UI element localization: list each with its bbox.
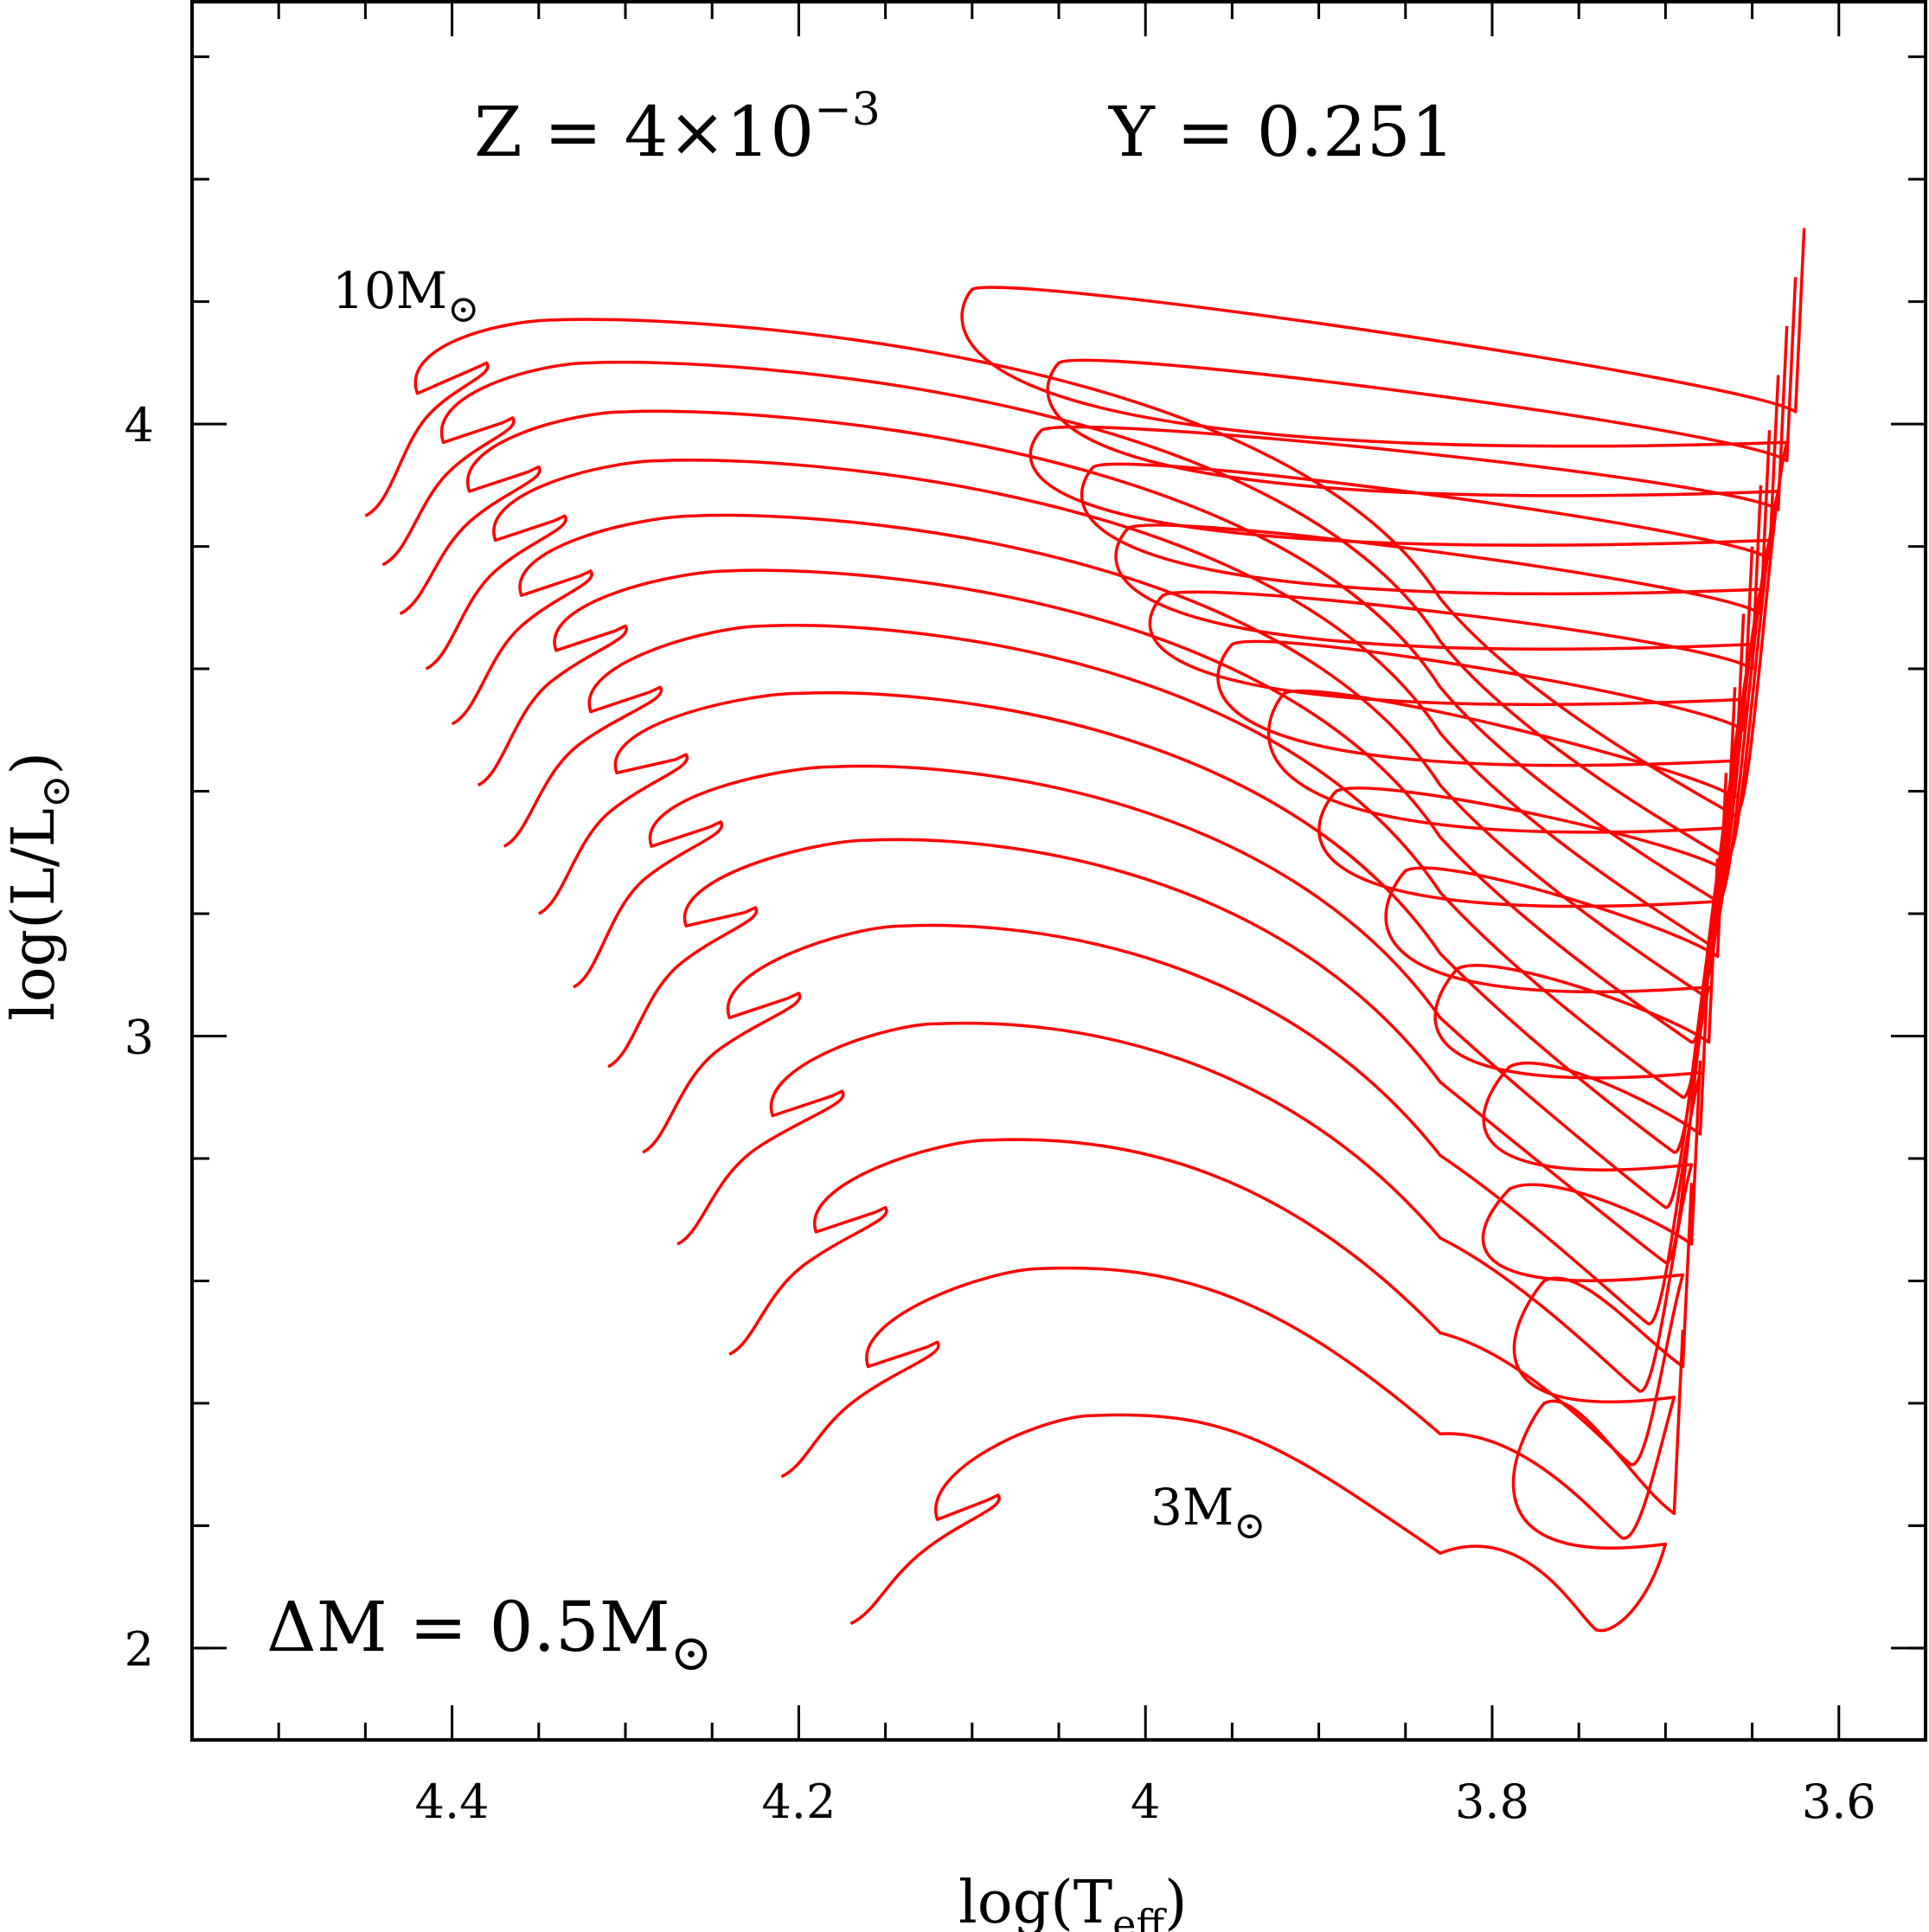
track-7msun	[503, 546, 1754, 1099]
axis-ticks	[192, 2, 1927, 1740]
y-axis-title: log(L/L⊙)	[0, 752, 79, 1021]
x-tick-label: 4.2	[761, 1775, 836, 1829]
track-10msun	[364, 228, 1806, 818]
axis-tick-labels: 4.4 4.2 4 3.8 3.6 2 3 4	[125, 398, 1876, 1829]
track-6.5msun	[537, 613, 1746, 1154]
mass-label-10: 10M⊙	[332, 261, 479, 331]
track-4msun	[728, 1060, 1702, 1467]
evolutionary-tracks	[364, 228, 1806, 1633]
track-9.5msun	[381, 277, 1798, 861]
y-tick-label: 3	[125, 1010, 154, 1064]
track-6msun	[573, 687, 1737, 1210]
track-7.5msun	[477, 485, 1763, 1044]
delta-m-label: ΔM = 0.5M⊙	[266, 1587, 712, 1682]
plot-frame	[190, 0, 1927, 1742]
track-5.5msun	[607, 773, 1728, 1264]
x-tick-label: 3.8	[1455, 1775, 1529, 1829]
x-axis-title: log(Teff)	[958, 1869, 1188, 1932]
y-tick-label: 2	[125, 1622, 154, 1677]
x-tick-label: 4.4	[415, 1775, 490, 1829]
helium-label: Y = 0.251	[1108, 92, 1455, 172]
y-tick-label: 4	[125, 398, 154, 453]
track-5msun	[642, 858, 1720, 1325]
metallicity-label: Z = 4×10−3	[474, 84, 881, 172]
track-8.5msun	[425, 375, 1780, 947]
track-8msun	[451, 430, 1772, 995]
mass-label-3: 3M⊙	[1150, 1478, 1266, 1548]
track-4.5msun	[676, 950, 1711, 1393]
track-3msun	[849, 1329, 1685, 1633]
x-tick-label: 3.6	[1802, 1775, 1876, 1829]
track-3.5msun	[780, 1183, 1694, 1540]
track-9msun	[399, 325, 1789, 903]
x-tick-label: 4	[1131, 1775, 1160, 1829]
